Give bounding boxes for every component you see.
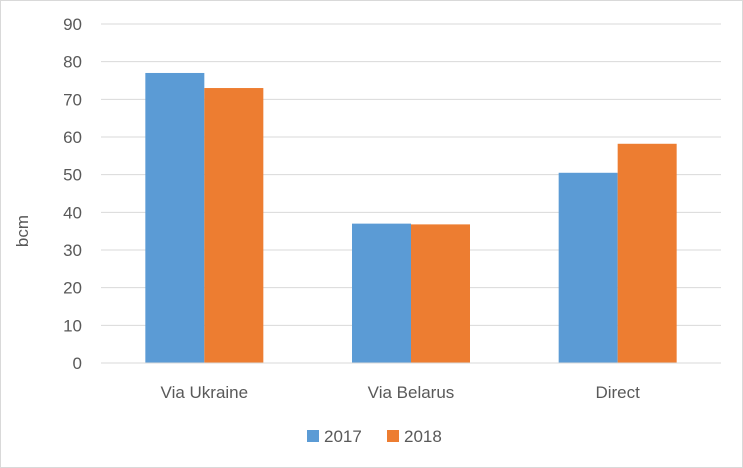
bar-2017-direct (558, 172, 618, 363)
bar-2017-via-ukraine (145, 72, 205, 363)
bar-2018-via-ukraine (204, 88, 264, 364)
x-category-label: Direct (595, 383, 640, 402)
y-tick-label: 80 (63, 53, 82, 72)
x-category-label: Via Belarus (368, 383, 455, 402)
y-tick-label: 0 (73, 354, 82, 373)
x-category-label: Via Ukraine (161, 383, 249, 402)
axes: 0 10 20 30 40 50 60 70 80 90 Via Ukraine Via Belaru… (63, 15, 721, 402)
y-tick-label: 60 (63, 128, 82, 147)
legend-swatch-2018 (387, 430, 399, 442)
y-axis-label: bcm (13, 215, 32, 247)
legend-label-2018: 2018 (404, 427, 442, 446)
y-tick-label: 90 (63, 15, 82, 34)
y-tick-label: 30 (63, 241, 82, 260)
legend-label-2017: 2017 (324, 427, 362, 446)
legend-swatch-2017 (307, 430, 319, 442)
y-tick-label: 50 (63, 166, 82, 185)
bar-2018-via-belarus (411, 224, 470, 363)
bars (145, 72, 677, 364)
legend: 2017 2018 (307, 427, 442, 446)
y-tick-label: 40 (63, 203, 82, 222)
bar-2018-direct (617, 143, 677, 363)
y-tick-label: 20 (63, 279, 82, 298)
y-tick-label: 70 (63, 90, 82, 109)
bar-2017-via-belarus (352, 223, 411, 363)
y-tick-label: 10 (63, 316, 82, 335)
